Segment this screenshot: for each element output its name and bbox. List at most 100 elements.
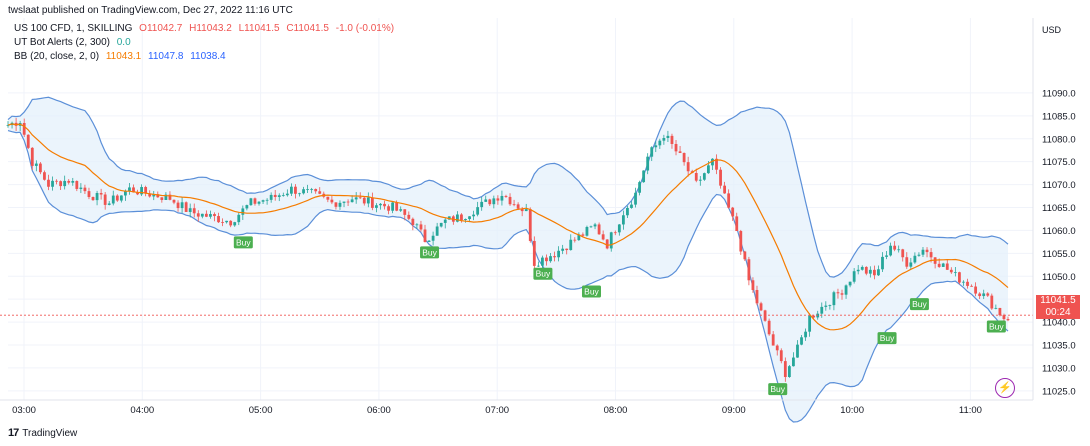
candle-body xyxy=(804,331,807,338)
time-tick-label: 07:00 xyxy=(485,405,509,416)
candle-body xyxy=(945,263,949,270)
candle-body xyxy=(423,229,427,242)
candle-body xyxy=(455,214,459,222)
candle-body xyxy=(666,135,670,138)
footer-brand: 17 TradingView xyxy=(8,427,77,439)
buy-signal-label: Buy xyxy=(877,332,897,345)
candle-body xyxy=(605,239,609,249)
candle-body xyxy=(285,193,289,196)
candle-body xyxy=(877,269,880,276)
candle-body xyxy=(476,207,480,215)
candle-body xyxy=(362,197,366,204)
price-tick-label: 11025.0 xyxy=(1042,386,1076,397)
candle-body xyxy=(561,248,565,251)
candle-body xyxy=(209,214,212,217)
candle-body xyxy=(403,209,407,215)
candle-body xyxy=(581,234,585,236)
candle-body xyxy=(480,201,484,208)
bb-label[interactable]: BB (20, close, 2, 0) xyxy=(14,51,100,62)
price-tick-label: 11060.0 xyxy=(1042,226,1076,237)
candle-body xyxy=(204,213,208,217)
candle-body xyxy=(87,191,91,198)
candle-body xyxy=(577,234,581,241)
candle-body xyxy=(249,198,253,206)
candle-body xyxy=(342,201,346,203)
candle-body xyxy=(265,199,269,201)
candle-body xyxy=(913,255,917,263)
candle-body xyxy=(314,189,318,192)
candle-body xyxy=(160,197,164,200)
candle-body xyxy=(99,192,103,195)
candle-body xyxy=(848,281,852,286)
candle-body xyxy=(192,208,196,214)
candle-body xyxy=(646,156,650,171)
price-tick-label: 11075.0 xyxy=(1042,157,1076,168)
candle-body xyxy=(779,350,783,362)
price-tick-label: 11055.0 xyxy=(1042,249,1076,260)
candle-body xyxy=(549,256,552,262)
candle-body xyxy=(524,209,528,212)
ohlc-open: O11042.7 xyxy=(139,23,183,34)
candle-body xyxy=(261,200,265,202)
candle-body xyxy=(868,269,872,274)
candle-body xyxy=(885,255,888,257)
candle-body xyxy=(156,194,160,198)
candle-body xyxy=(783,361,787,378)
candle-body xyxy=(253,198,257,204)
buy-signal-box xyxy=(986,320,1006,333)
candle-body xyxy=(569,239,573,251)
last-price-value: 11041.5 xyxy=(1040,295,1076,306)
candle-body xyxy=(864,266,868,274)
candle-body xyxy=(443,219,447,223)
candle-body xyxy=(642,170,646,183)
bb-lower-value: 11038.4 xyxy=(190,51,226,62)
candle-body xyxy=(990,295,994,309)
currency-label: USD xyxy=(1042,25,1062,35)
footer-brand-text[interactable]: TradingView xyxy=(22,427,78,439)
candle-body xyxy=(986,293,990,296)
buy-signal-box xyxy=(533,267,553,280)
candle-body xyxy=(698,179,702,181)
candle-body xyxy=(196,213,200,217)
candle-body xyxy=(38,163,42,173)
candle-body xyxy=(95,192,99,201)
candle-body xyxy=(881,256,884,270)
legend-symbol-row: US 100 CFD, 1, SKILLING O11042.7 H11043.… xyxy=(14,23,398,34)
candle-body xyxy=(136,192,139,195)
candle-body xyxy=(508,196,512,205)
candle-body xyxy=(941,263,945,267)
ohlc-high: H11043.2 xyxy=(189,23,232,34)
lightning-icon[interactable]: ⚡ xyxy=(995,378,1015,398)
candle-body xyxy=(621,215,625,225)
candle-body xyxy=(840,293,844,295)
candle-body xyxy=(294,186,297,194)
candle-body xyxy=(468,216,471,220)
candle-body xyxy=(257,201,261,204)
candle-body xyxy=(925,249,929,253)
candle-body xyxy=(654,145,658,148)
ohlc-low: L11041.5 xyxy=(238,23,280,34)
buy-signal-text: Buy xyxy=(584,286,599,296)
legend-ut-row: UT Bot Alerts (2, 300) 0.0 xyxy=(14,37,135,48)
candle-body xyxy=(71,181,75,183)
price-tick-label: 11050.0 xyxy=(1042,272,1076,283)
candle-body xyxy=(638,182,641,193)
symbol-name[interactable]: US 100 CFD, 1, SKILLING xyxy=(14,23,133,34)
candle-body xyxy=(670,135,674,144)
candle-body xyxy=(994,307,998,309)
candle-body xyxy=(124,191,127,196)
candle-body xyxy=(407,214,411,219)
candle-body xyxy=(609,232,613,249)
candle-body xyxy=(674,143,678,152)
candle-body xyxy=(488,199,492,205)
bb-basis-value: 11043.1 xyxy=(105,51,142,62)
candle-body xyxy=(431,235,435,241)
buy-signal-label: Buy xyxy=(909,298,929,311)
time-tick-label: 10:00 xyxy=(840,405,864,416)
candle-body xyxy=(148,193,152,197)
ut-bot-label[interactable]: UT Bot Alerts (2, 300) xyxy=(14,37,110,48)
candle-body xyxy=(852,271,856,282)
price-tick-label: 11085.0 xyxy=(1042,111,1076,122)
time-tick-label: 08:00 xyxy=(604,405,628,416)
